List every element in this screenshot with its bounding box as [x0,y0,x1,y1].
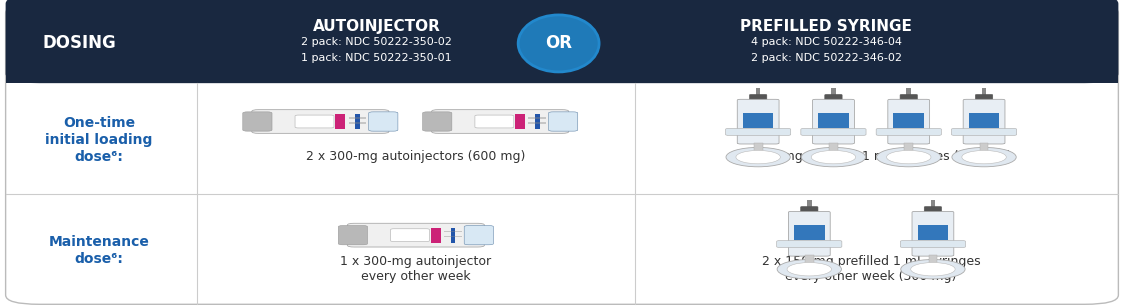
Bar [807,200,812,207]
Text: dose⁶:: dose⁶: [74,150,124,164]
Text: every other week: every other week [361,270,471,283]
FancyBboxPatch shape [912,211,954,256]
Text: 4 x 150-mg prefilled 1 mL syringes (600 mg): 4 x 150-mg prefilled 1 mL syringes (600 … [731,150,1012,164]
FancyBboxPatch shape [963,99,1005,144]
FancyBboxPatch shape [464,225,493,245]
FancyBboxPatch shape [900,94,917,101]
Text: 4 pack: NDC 50222-346-04: 4 pack: NDC 50222-346-04 [751,37,901,47]
Bar [794,225,825,240]
Text: 1 x 300-mg autoinjector: 1 x 300-mg autoinjector [341,255,491,268]
FancyBboxPatch shape [800,128,865,136]
FancyBboxPatch shape [294,115,334,128]
FancyBboxPatch shape [900,241,966,248]
Text: DOSING: DOSING [43,34,117,52]
FancyBboxPatch shape [924,206,942,213]
Text: every other week (300 mg): every other week (300 mg) [786,270,957,283]
Bar [894,113,924,128]
Bar [905,143,913,153]
Bar [528,117,546,119]
Text: 2 pack: NDC 50222-346-02: 2 pack: NDC 50222-346-02 [751,53,901,63]
FancyBboxPatch shape [6,0,1118,83]
Text: 2 x 300-mg autoinjectors (600 mg): 2 x 300-mg autoinjectors (600 mg) [306,150,526,164]
Text: OR: OR [545,34,572,52]
Bar [754,143,762,153]
Bar [515,114,525,129]
Bar [969,113,999,128]
FancyBboxPatch shape [813,99,854,144]
Bar [430,228,441,243]
Bar [818,113,849,128]
Ellipse shape [962,150,1006,164]
Bar [931,200,935,207]
Bar [980,143,988,153]
Bar [755,87,761,95]
FancyBboxPatch shape [725,128,791,136]
Text: 2 x 150-mg prefilled 1 mL syringes: 2 x 150-mg prefilled 1 mL syringes [762,255,980,268]
FancyBboxPatch shape [338,225,368,245]
Bar [906,87,912,95]
Text: initial loading: initial loading [45,133,153,147]
Bar [831,87,836,95]
FancyBboxPatch shape [432,110,569,133]
Bar [444,236,462,237]
Ellipse shape [877,148,941,167]
FancyBboxPatch shape [243,112,272,131]
Bar [805,255,814,265]
FancyBboxPatch shape [369,112,398,131]
Ellipse shape [952,148,1016,167]
FancyBboxPatch shape [800,206,818,213]
Bar [528,122,546,124]
FancyBboxPatch shape [976,94,992,101]
Bar [928,255,937,265]
Text: 2 pack: NDC 50222-350-02: 2 pack: NDC 50222-350-02 [301,37,452,47]
FancyBboxPatch shape [6,4,1118,304]
Ellipse shape [812,150,855,164]
Ellipse shape [777,260,842,279]
Bar [830,143,837,153]
Bar [348,117,366,119]
Bar [743,113,773,128]
Ellipse shape [726,148,790,167]
FancyBboxPatch shape [391,229,429,241]
FancyBboxPatch shape [549,112,578,131]
Ellipse shape [910,262,955,276]
Ellipse shape [900,260,966,279]
FancyBboxPatch shape [951,128,1016,136]
Text: AUTOINJECTOR: AUTOINJECTOR [312,19,441,34]
Text: 1 pack: NDC 50222-350-01: 1 pack: NDC 50222-350-01 [301,53,452,63]
FancyBboxPatch shape [788,211,831,256]
Bar [6,71,1118,83]
Bar [451,228,455,243]
FancyBboxPatch shape [475,115,514,128]
Ellipse shape [787,262,832,276]
Bar [981,87,987,95]
Bar [917,225,949,240]
Ellipse shape [801,148,865,167]
Bar [355,114,360,129]
FancyBboxPatch shape [737,99,779,144]
FancyBboxPatch shape [423,112,452,131]
Bar [348,122,366,124]
Ellipse shape [518,15,599,72]
Ellipse shape [887,150,931,164]
FancyBboxPatch shape [888,99,930,144]
FancyBboxPatch shape [825,94,842,101]
FancyBboxPatch shape [347,223,484,247]
FancyBboxPatch shape [252,110,389,133]
Ellipse shape [736,150,780,164]
FancyBboxPatch shape [877,128,941,136]
FancyBboxPatch shape [777,241,842,248]
Text: dose⁶:: dose⁶: [74,252,124,266]
FancyBboxPatch shape [750,94,767,101]
Bar [444,231,462,232]
Bar [335,114,345,129]
Bar [535,114,540,129]
Text: One-time: One-time [63,116,135,130]
Text: PREFILLED SYRINGE: PREFILLED SYRINGE [741,19,912,34]
Text: Maintenance: Maintenance [48,235,149,249]
